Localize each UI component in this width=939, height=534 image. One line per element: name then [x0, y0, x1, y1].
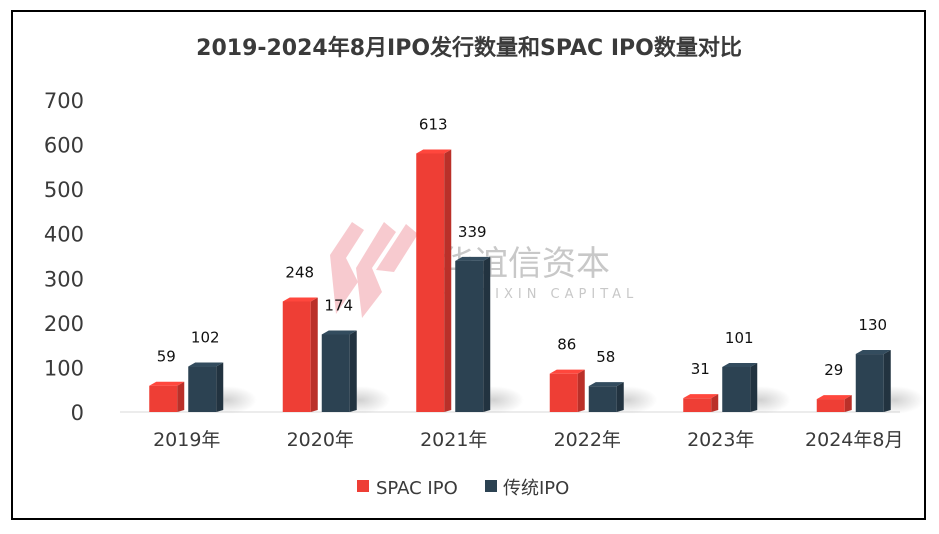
bar-spac — [149, 381, 185, 412]
bar-front — [188, 366, 217, 412]
bar-traditional — [588, 382, 624, 412]
x-tick-label: 2019年 — [153, 429, 220, 451]
legend-swatch-spac — [357, 480, 369, 492]
bar-side — [483, 256, 491, 412]
bar-top — [549, 369, 585, 374]
bar-spac — [282, 297, 318, 412]
watermark-logo — [330, 222, 418, 318]
y-tick-label: 100 — [44, 356, 84, 380]
bar-top — [683, 394, 719, 399]
data-label: 130 — [858, 316, 887, 334]
bar-traditional — [722, 362, 758, 412]
bar-side — [616, 382, 624, 412]
bar-top — [816, 395, 852, 400]
bar-spac — [683, 394, 719, 412]
data-label: 248 — [285, 263, 314, 281]
bar-front — [722, 366, 751, 412]
bar-side — [883, 350, 891, 412]
y-tick-label: 0 — [71, 401, 84, 425]
bar-front — [282, 301, 311, 412]
bar-side — [177, 381, 185, 412]
bar-spac — [816, 395, 852, 412]
data-label: 174 — [324, 296, 353, 314]
bar-side — [711, 394, 719, 412]
data-label: 29 — [824, 361, 843, 379]
chart-frame — [11, 10, 926, 520]
bar-top — [588, 382, 624, 387]
bar-top — [455, 256, 491, 261]
bar-side — [577, 369, 585, 412]
bar-traditional — [855, 350, 891, 412]
bar-front — [855, 354, 884, 412]
x-tick-label: 2024年8月 — [805, 429, 903, 451]
bar-front — [416, 153, 445, 412]
bar-top — [855, 350, 891, 355]
legend-label-spac: SPAC IPO — [376, 478, 458, 499]
bars: 59 102 248 174 613 339 86 58 31 101 29 130 — [149, 115, 925, 414]
y-tick-label: 700 — [44, 89, 84, 113]
bar-front — [588, 386, 617, 412]
data-label: 31 — [691, 360, 710, 378]
bar-side — [310, 297, 318, 412]
bar-side — [844, 395, 852, 412]
data-label: 102 — [191, 329, 220, 347]
data-label: 59 — [157, 348, 176, 366]
legend-label-traditional: 传统IPO — [503, 478, 569, 499]
data-label: 101 — [725, 329, 754, 347]
bar-side — [444, 149, 452, 412]
x-tick-label: 2022年 — [554, 429, 621, 451]
x-tick-label: 2021年 — [420, 429, 487, 451]
bar-top — [722, 362, 758, 367]
bar-traditional — [321, 330, 357, 412]
bar-top — [321, 330, 357, 335]
bar-side — [750, 362, 758, 412]
bar-traditional — [188, 362, 224, 412]
legend-swatch-traditional — [485, 480, 497, 492]
chart-title: 2019-2024年8月IPO发行数量和SPAC IPO数量对比 — [196, 35, 742, 61]
bar-front — [149, 385, 178, 412]
y-tick-label: 200 — [44, 312, 84, 336]
bar-spac — [416, 149, 452, 412]
bar-side — [216, 362, 224, 412]
bar-front — [683, 398, 712, 412]
legend: SPAC IPO 传统IPO — [357, 478, 569, 499]
bar-front — [549, 373, 578, 412]
bar-top — [149, 381, 185, 386]
bar-front — [455, 260, 484, 412]
y-tick-label: 300 — [44, 267, 84, 291]
bar-top — [416, 149, 452, 154]
y-tick-label: 500 — [44, 178, 84, 202]
data-label: 86 — [557, 336, 576, 354]
data-label: 613 — [419, 115, 448, 133]
x-tick-label: 2020年 — [287, 429, 354, 451]
y-tick-label: 400 — [44, 223, 84, 247]
bar-top — [282, 297, 318, 302]
bar-side — [349, 330, 357, 412]
data-label: 339 — [458, 223, 487, 241]
y-tick-label: 600 — [44, 134, 84, 158]
bar-spac — [549, 369, 585, 412]
x-tick-label: 2023年 — [687, 429, 754, 451]
bar-top — [188, 362, 224, 367]
y-axis: 0 100 200 300 400 500 600 700 — [44, 89, 84, 425]
bar-front — [816, 399, 845, 412]
x-axis: 2019年 2020年 2021年 2022年 2023年 2024年8月 — [153, 429, 903, 451]
bar-front — [321, 334, 350, 412]
bar-traditional — [455, 256, 491, 412]
data-label: 58 — [596, 348, 615, 366]
